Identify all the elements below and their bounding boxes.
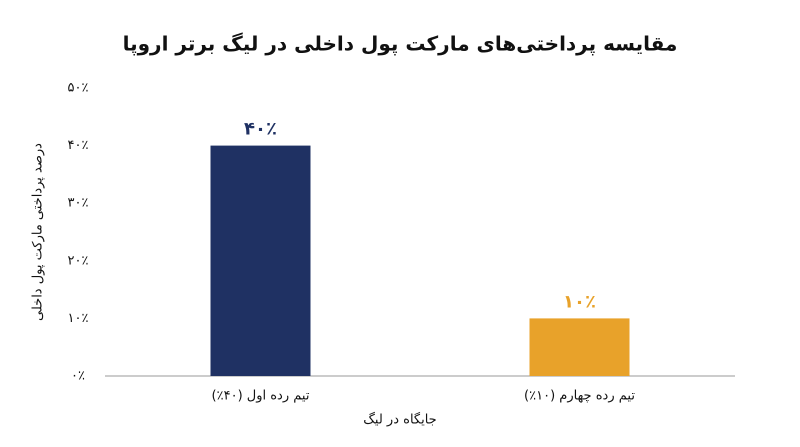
y-axis-label: درصد پرداختی مارکت پول داخلی [31, 143, 46, 321]
bar [210, 145, 311, 376]
chart-title: مقایسه پرداختی‌های مارکت پول داخلی در لی… [123, 32, 678, 57]
y-tick-label: ۱۰٪ [68, 311, 89, 326]
value-label: ۱۰٪ [563, 291, 596, 312]
y-tick-label: ۳۰٪ [68, 196, 89, 211]
x-tick-label: تیم رده اول (۴۰٪) [212, 389, 310, 404]
x-axis-label: جایگاه در لیگ [363, 412, 436, 428]
value-label: ۴۰٪ [244, 119, 277, 140]
y-tick-label: ۲۰٪ [68, 253, 89, 268]
y-tick-label: ۵۰٪ [68, 81, 89, 96]
x-tick-label: تیم رده چهارم (۱۰٪) [524, 389, 635, 404]
y-tick-label: ۴۰٪ [68, 138, 89, 153]
y-tick-label: ۰٪ [71, 369, 85, 384]
bar [529, 318, 630, 376]
